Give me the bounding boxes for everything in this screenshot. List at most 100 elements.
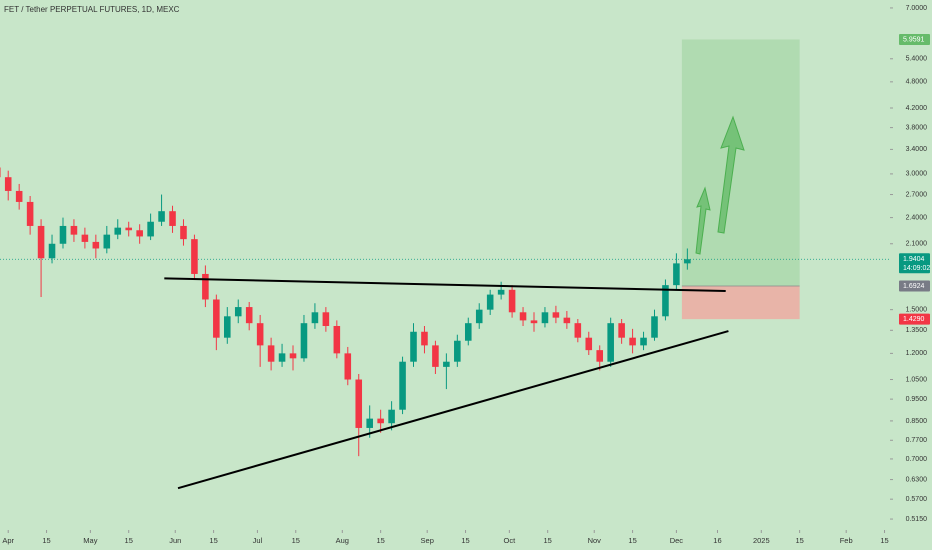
candle-body: [4, 177, 12, 191]
candle-body: [300, 323, 308, 359]
x-tick-label: Dec: [670, 536, 684, 545]
price-tag-label: 1.9404: [903, 256, 925, 263]
candle-body: [256, 323, 264, 346]
candle-body: [684, 259, 691, 264]
x-tick-label: Nov: [588, 536, 602, 545]
plot-area: [0, 39, 890, 490]
y-tick-label: 2.4000: [906, 214, 928, 221]
candle-body: [70, 225, 78, 235]
price-tag: [899, 33, 930, 45]
candle-body: [267, 345, 275, 362]
candle-body: [618, 323, 625, 338]
candle-body: [0, 167, 1, 178]
candle-body: [421, 331, 428, 346]
candle-body: [541, 312, 549, 324]
x-tick-label: Jun: [169, 536, 181, 545]
candle-body: [563, 317, 571, 324]
candle-body: [607, 323, 614, 362]
x-tick-label: 15: [628, 536, 636, 545]
x-tick-label: 15: [544, 536, 552, 545]
candle-body: [410, 331, 417, 362]
y-tick-label: 1.0500: [906, 376, 928, 383]
x-tick-label: 15: [376, 536, 384, 545]
candle-body: [508, 289, 516, 313]
candle-body: [147, 221, 154, 237]
price-tag-label: 1.6924: [903, 283, 925, 290]
candle-body: [125, 227, 132, 231]
candle-body: [213, 299, 220, 338]
y-tick-label: 0.7700: [906, 437, 928, 444]
x-tick-label: May: [83, 536, 97, 545]
candle-body: [333, 325, 341, 354]
candle-body: [388, 409, 395, 424]
price-tag-label: 5.9591: [903, 36, 925, 43]
candle-body: [640, 337, 647, 346]
candle-body: [454, 340, 461, 362]
candle-body: [662, 285, 669, 317]
candle-body: [486, 294, 494, 310]
candle-body: [497, 289, 505, 295]
candle-body: [169, 211, 176, 226]
candle-body: [519, 312, 527, 321]
y-tick-label: 3.4000: [906, 146, 928, 153]
loss-zone: [681, 286, 800, 320]
y-tick-label: 2.1000: [906, 241, 928, 248]
candle-body: [432, 345, 439, 367]
candle-body: [37, 225, 45, 259]
x-tick-label: 16: [713, 536, 721, 545]
candle-body: [552, 312, 560, 318]
x-tick-label: 15: [795, 536, 803, 545]
candle-body: [278, 353, 286, 362]
candle-body: [114, 227, 122, 235]
candle-body: [366, 418, 373, 428]
candle-body: [629, 337, 636, 346]
arrow: [695, 186, 711, 255]
candle-body: [530, 320, 538, 324]
candle-body: [180, 225, 187, 240]
price-tag: [899, 280, 930, 292]
x-tick-label: Apr: [2, 536, 14, 545]
candle-body: [81, 234, 89, 242]
y-tick-label: 0.9500: [906, 396, 928, 403]
y-tick-label: 7.0000: [906, 5, 928, 12]
y-tick-label: 0.5150: [906, 516, 928, 523]
x-tick-label: 15: [125, 536, 133, 545]
candle-body: [26, 201, 34, 226]
trendline: [164, 277, 726, 292]
x-tick-label: 15: [292, 536, 300, 545]
y-tick-label: 1.3500: [906, 327, 928, 334]
candle-body: [596, 350, 604, 362]
x-tick-label: Oct: [504, 536, 517, 545]
x-tick-label: Jul: [253, 536, 263, 545]
x-tick-label: 2025: [753, 536, 770, 545]
x-tick-label: Feb: [840, 536, 853, 545]
y-tick-label: 5.4000: [906, 56, 928, 63]
candle-body: [673, 263, 680, 286]
candle-body: [202, 273, 209, 300]
candle-body: [103, 234, 111, 249]
trendline: [177, 330, 729, 490]
candle-body: [311, 312, 319, 324]
candle-body: [136, 230, 143, 237]
y-tick-label: 4.8000: [906, 79, 928, 86]
y-tick-label: 1.2000: [906, 350, 928, 357]
candle-body: [585, 337, 593, 351]
arrow: [717, 115, 745, 234]
y-tick-label: 3.8000: [906, 124, 928, 131]
candle-body: [234, 307, 242, 317]
y-tick-label: 0.5700: [906, 496, 928, 503]
candle-body: [289, 353, 297, 359]
candle-body: [574, 323, 582, 338]
y-tick-label: 0.8500: [906, 418, 928, 425]
candle-body: [475, 309, 483, 324]
x-tick-label: 15: [42, 536, 50, 545]
price-tag-label: 1.4290: [903, 316, 925, 323]
price-tag: [899, 313, 930, 325]
y-tick-label: 0.6300: [906, 476, 928, 483]
y-tick-label: 3.0000: [906, 171, 928, 178]
y-tick-label: 4.2000: [906, 105, 928, 112]
x-tick-label: 15: [209, 536, 217, 545]
forecast-arrows: [695, 115, 745, 255]
candle-body: [158, 211, 165, 222]
